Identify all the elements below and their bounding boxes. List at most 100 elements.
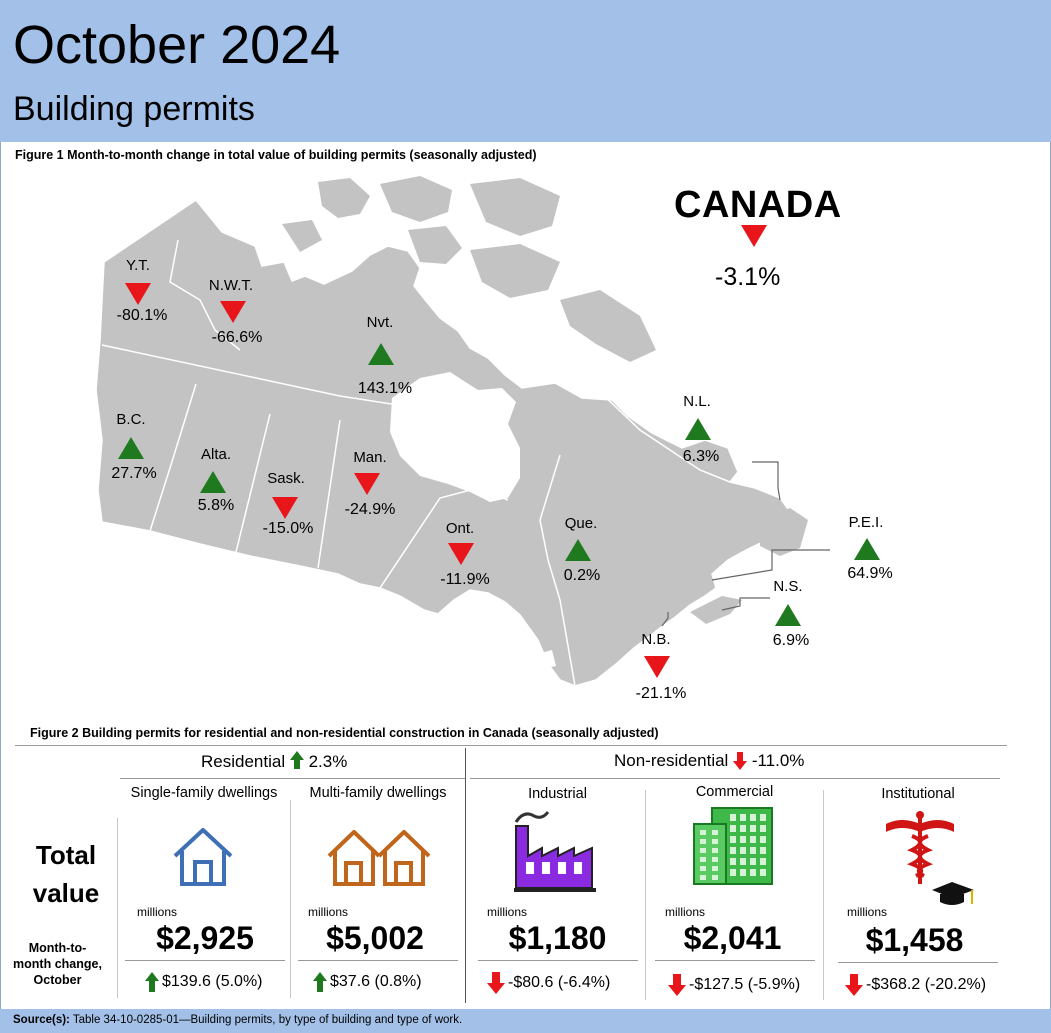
great-lake-2: [530, 650, 556, 670]
non-residential-change: -11.0%: [751, 751, 805, 770]
region-down-arrow-icon: [644, 656, 670, 678]
commercial-change-text: -$127.5 (-5.9%): [689, 976, 801, 993]
region-value-alta: 5.8%: [198, 497, 234, 514]
region-markers: Y.T. -80.1% N.W.T. -66.6% Nvt. 143.1% B.C. 27.7…: [111, 257, 892, 702]
region-label-que: Que.: [565, 515, 598, 532]
region-marker-nvt: Nvt. 143.1%: [358, 314, 412, 397]
region-label-nb: N.B.: [641, 631, 670, 648]
residential-header: Residential 2.3%: [201, 751, 347, 772]
region-down-arrow-icon: [354, 473, 380, 495]
region-label-yt: Y.T.: [126, 257, 150, 274]
page-subtitle: Building permits: [13, 90, 255, 128]
region-value-pei: 64.9%: [847, 565, 892, 582]
single-family-label: Single-family dwellings: [130, 785, 278, 801]
region-value-bc: 27.7%: [111, 465, 156, 482]
residential-change: 2.3%: [308, 752, 348, 771]
residential-label: Residential: [201, 752, 286, 771]
institutional-change: -$368.2 (-20.2%): [845, 974, 986, 996]
region-marker-nwt: N.W.T. -66.6%: [209, 277, 262, 346]
region-up-arrow-icon: [565, 539, 591, 561]
region-marker-sask: Sask. -15.0%: [263, 470, 314, 537]
region-marker-alta: Alta. 5.8%: [198, 446, 234, 514]
non-residential-header: Non-residential -11.0%: [614, 751, 804, 771]
region-value-ns: 6.9%: [773, 632, 809, 649]
factory-icon: [514, 811, 596, 892]
region-marker-nb: N.B. -21.1%: [636, 631, 687, 702]
unit-label: millions: [137, 905, 178, 919]
region-marker-yt: Y.T. -80.1%: [117, 257, 168, 324]
multi-family-change: $37.6 (0.8%): [313, 972, 422, 992]
arctic-island-4: [408, 226, 462, 264]
nova-scotia: [690, 596, 742, 624]
newfoundland-island: [760, 508, 808, 556]
region-down-arrow-icon: [272, 497, 298, 519]
arctic-island-3: [470, 178, 560, 236]
unit-label: millions: [665, 905, 706, 919]
industrial-value: $1,180: [508, 920, 607, 956]
region-value-man: -24.9%: [345, 501, 396, 518]
commercial-label: Commercial: [695, 784, 774, 800]
value-rule: [478, 960, 638, 961]
region-label-sask: Sask.: [267, 470, 305, 487]
header-banner: October 2024 Building permits: [0, 0, 1051, 142]
down-arrow-icon: [845, 974, 863, 996]
down-arrow-icon: [487, 972, 505, 994]
region-down-arrow-icon: [220, 301, 246, 323]
industrial-change: -$80.6 (-6.4%): [487, 972, 610, 994]
canada-label: CANADA: [674, 184, 842, 226]
canada-map-svg: Y.T. -80.1% N.W.T. -66.6% Nvt. 143.1% B.C. 27.7…: [95, 176, 893, 702]
hudson-bay: [390, 372, 520, 502]
region-label-bc: B.C.: [116, 411, 145, 428]
page-title: October 2024: [13, 15, 341, 75]
unit-label: millions: [308, 905, 349, 919]
region-marker-ont: Ont. -11.9%: [440, 520, 490, 588]
residential-rule: [120, 778, 465, 779]
region-value-ont: -11.9%: [440, 571, 490, 588]
region-marker-nl: N.L. 6.3%: [683, 393, 719, 465]
region-label-pei: P.E.I.: [849, 514, 884, 531]
commercial-change: -$127.5 (-5.9%): [668, 974, 800, 996]
value-rule: [125, 960, 285, 961]
unit-label: millions: [847, 905, 888, 919]
canada-map: Y.T. -80.1% N.W.T. -66.6% Nvt. 143.1% B.C. 27.7…: [0, 165, 1051, 715]
region-value-nwt: -66.6%: [212, 329, 263, 346]
region-label-alta: Alta.: [201, 446, 231, 463]
source-text: Table 34-10-0285-01—Building permits, by…: [69, 1014, 463, 1026]
region-up-arrow-icon: [200, 471, 226, 493]
down-arrow-icon: [668, 974, 686, 996]
month-change-row-label: Month-to- month change, October: [0, 940, 115, 988]
source-label: Source(s):: [13, 1014, 70, 1026]
multi-family-value: $5,002: [326, 920, 424, 956]
region-label-nwt: N.W.T.: [209, 277, 253, 294]
source-footer: Source(s): Table 34-10-0285-01—Building …: [0, 1009, 1051, 1033]
region-value-nvt: 143.1%: [358, 380, 412, 397]
arctic-island-7: [282, 220, 322, 252]
non-residential-down-arrow-icon: [733, 752, 748, 770]
region-marker-ns: N.S. 6.9%: [773, 578, 809, 649]
region-label-ont: Ont.: [446, 520, 474, 537]
institutional-value: $1,458: [865, 922, 964, 958]
column-divider: [645, 790, 646, 1000]
single-family-change-text: $139.6 (5.0%): [162, 973, 263, 990]
leader-lines: [661, 461, 830, 627]
province-borders: [101, 239, 731, 687]
total-value-row-label: Total value: [20, 836, 112, 912]
region-up-arrow-icon: [685, 418, 711, 440]
month-change-line2: month change,: [13, 957, 102, 971]
region-up-arrow-icon: [854, 538, 880, 560]
multi-family-label: Multi-family dwellings: [309, 785, 447, 801]
value-rule: [655, 960, 815, 961]
multi-family-change-text: $37.6 (0.8%): [330, 973, 422, 990]
arctic-island-2: [380, 176, 452, 222]
canada-down-arrow-icon: [741, 225, 767, 247]
up-arrow-icon: [145, 972, 159, 992]
industrial-change-text: -$80.6 (-6.4%): [508, 974, 611, 991]
value-rule: [838, 962, 998, 963]
residential-up-arrow-icon: [289, 751, 304, 769]
industrial-label: Industrial: [528, 786, 587, 802]
total-value-line2: value: [32, 878, 100, 908]
canada-change-value: -3.1%: [715, 263, 781, 291]
region-label-ns: N.S.: [773, 578, 802, 595]
region-up-arrow-icon: [118, 437, 144, 459]
great-lake-1: [490, 640, 520, 660]
